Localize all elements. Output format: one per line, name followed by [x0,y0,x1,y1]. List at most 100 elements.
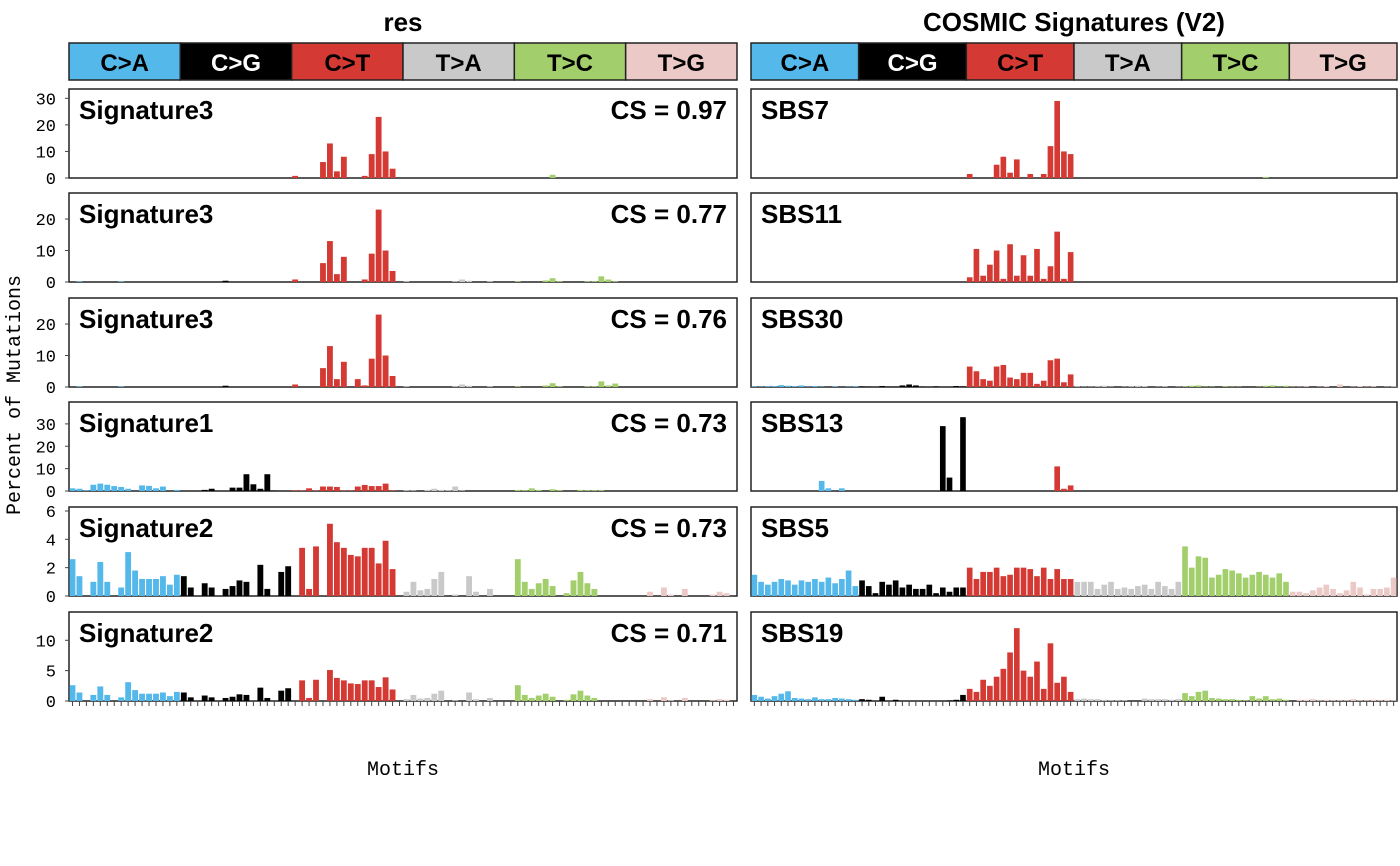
bar [452,486,459,491]
bar [320,368,326,387]
bar [716,699,723,701]
bar [549,489,556,491]
bar [832,583,838,596]
bar [1101,699,1108,701]
bar [556,386,563,387]
bar [111,486,118,491]
bar [798,698,805,701]
bar [1040,278,1047,282]
bar [424,489,431,491]
bar [1370,699,1377,701]
bar [375,486,382,491]
bar [104,484,111,491]
bar [1148,699,1155,701]
mutation-type-strip [624,42,738,81]
bar [1262,176,1269,178]
bar [818,581,825,596]
bar [1027,372,1034,387]
y-tick-label: 20 [36,439,56,458]
signature-name: Signature2 [79,513,213,543]
bar [466,385,473,387]
bar [104,694,111,701]
bar [1000,576,1007,596]
bar [845,570,852,596]
bar [361,484,368,491]
bar [354,556,361,596]
bar [751,386,758,387]
signature-name: SBS5 [761,513,829,543]
bar [1121,700,1128,701]
bar [361,547,368,596]
bar [549,586,556,596]
bar [1054,569,1061,596]
bar [980,275,986,282]
bar [667,594,674,596]
bar [993,366,1000,387]
bar [466,280,473,282]
signature-name: Signature2 [79,618,213,648]
bar [236,487,243,491]
bar [584,583,591,596]
bar [327,346,333,387]
bar [459,384,466,387]
bar [798,580,805,596]
bar [591,697,598,701]
signature-name: Signature1 [79,408,213,438]
bar [859,580,865,596]
panel-frame [750,506,1398,597]
bar [389,569,396,596]
bar [452,700,459,701]
mutation-type-strip [857,42,968,81]
bar [960,587,966,596]
bar [542,385,549,387]
bar [1162,586,1168,596]
bar [1034,383,1040,387]
bar [1323,584,1330,596]
bar [872,593,879,596]
bar [431,488,438,491]
bar [1222,386,1229,387]
bar [946,477,953,491]
bar [76,386,83,387]
bar [97,483,104,491]
bar [1222,699,1229,701]
bar [879,386,886,387]
bar [1236,699,1242,701]
bar [1007,244,1013,282]
bar [1061,278,1067,282]
bar [1027,569,1034,596]
bar [1040,380,1047,387]
bar [236,694,243,701]
bar [1316,700,1323,701]
bar [825,577,832,596]
bar [771,386,778,387]
bar [466,576,473,596]
bar [1215,698,1222,701]
bar [612,383,619,387]
bar [1034,576,1040,596]
bar [591,386,598,387]
bar [845,699,852,701]
bar [899,587,906,596]
bar [229,586,236,596]
bar [913,588,919,596]
y-tick-label: 20 [36,212,56,231]
bar [832,697,838,701]
bar [1000,278,1007,282]
bar [709,594,716,596]
bar [791,697,798,701]
panel-frame [750,401,1398,492]
bar [785,385,791,387]
bar [403,490,410,491]
bar [1007,172,1013,178]
bar [1390,386,1397,387]
bar [201,489,208,491]
y-tick-label: 20 [36,317,56,336]
bar [347,683,354,701]
bar [1094,699,1101,701]
bar [1256,698,1262,701]
bar [1188,567,1195,596]
signature-panel: SBS7 [750,88,1398,179]
bar [1047,579,1054,596]
bar [966,277,973,282]
